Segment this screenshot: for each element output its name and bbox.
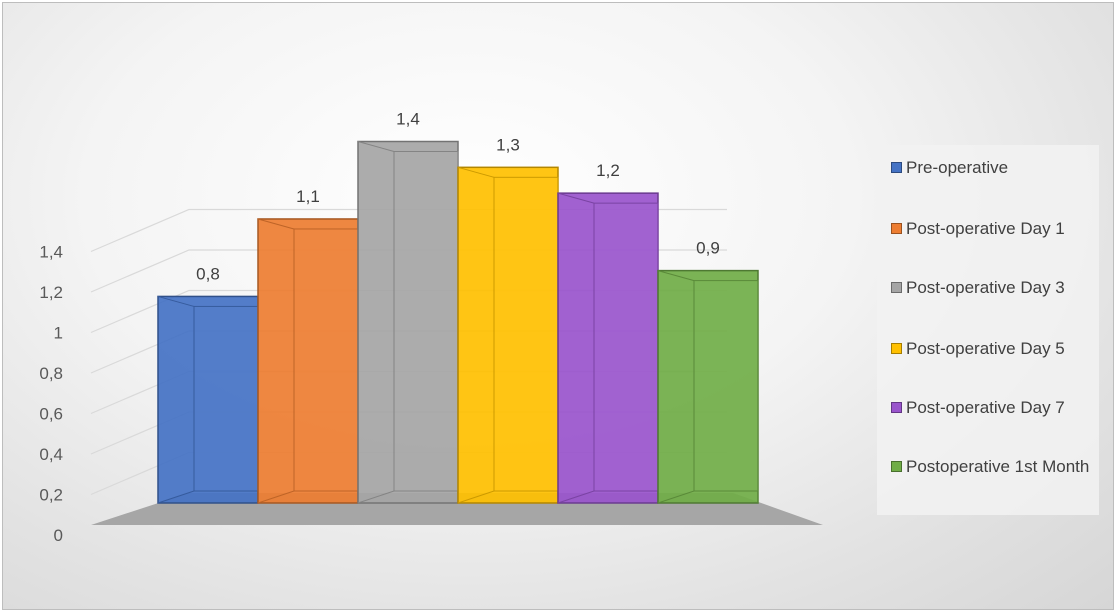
- bar-inner: [593, 202, 659, 492]
- legend-swatch: [891, 343, 902, 354]
- legend-swatch: [891, 461, 902, 472]
- legend-item: Post-operative Day 1: [891, 218, 1095, 240]
- legend-swatch: [891, 282, 902, 293]
- bar: [557, 192, 659, 504]
- bar-edge: [557, 490, 595, 504]
- legend-swatch: [891, 402, 902, 413]
- bar-inner: [393, 151, 459, 492]
- bar-edge: [657, 270, 695, 282]
- y-tick-label: 0: [54, 526, 63, 545]
- y-axis: 0 0,2 0,4 0,6 0,8 1 1,2 1,4: [39, 243, 63, 546]
- legend-item: Postoperative 1st Month: [891, 456, 1095, 478]
- y-tick-label: 0,8: [39, 364, 63, 383]
- bar-inner: [193, 305, 259, 492]
- legend-label: Post-operative Day 3: [906, 278, 1065, 297]
- bar: [357, 140, 459, 504]
- legend-item: Post-operative Day 3: [891, 277, 1095, 299]
- bar-edge: [257, 218, 295, 230]
- data-label: 0,9: [696, 239, 720, 258]
- bar-inner: [693, 280, 759, 492]
- legend-label: Post-operative Day 7: [906, 398, 1065, 417]
- bar-edge: [557, 192, 595, 204]
- legend-swatch: [891, 223, 902, 234]
- data-labels: 0,8 1,1 1,4 1,3 1,2 0,9: [196, 110, 720, 284]
- y-tick-label: 1,2: [39, 283, 63, 302]
- bar-edge: [257, 490, 295, 504]
- legend-label: Pre-operative: [906, 158, 1009, 177]
- y-tick-label: 0,6: [39, 405, 63, 424]
- legend-label: Postoperative 1st Month: [906, 457, 1090, 476]
- y-tick-label: 0,4: [39, 445, 63, 464]
- bar-inner: [493, 176, 559, 492]
- data-label: 1,1: [296, 187, 320, 206]
- legend-label: Post-operative Day 5: [906, 339, 1065, 358]
- y-tick-label: 1: [54, 324, 63, 343]
- bar-edge: [657, 490, 695, 504]
- bar: [457, 166, 559, 504]
- data-label: 0,8: [196, 264, 220, 283]
- bar-edge: [157, 490, 195, 504]
- bar: [257, 218, 359, 504]
- legend-item: Pre-operative: [891, 157, 1095, 179]
- bar-edge: [457, 490, 495, 504]
- data-label: 1,2: [596, 161, 620, 180]
- bar-edge: [457, 166, 495, 178]
- chart-plot: 0 0,2 0,4 0,6 0,8 1 1,2 1,4 0,8 1,1 1,4 1,3 1,2 0,9: [39, 110, 823, 546]
- bar: [657, 269, 759, 504]
- bars: [157, 140, 759, 504]
- bar-edge: [357, 490, 395, 504]
- y-tick-label: 0,2: [39, 486, 63, 505]
- bar-inner: [293, 228, 359, 492]
- data-label: 1,3: [496, 135, 520, 154]
- legend-label: Post-operative Day 1: [906, 219, 1065, 238]
- bar-edge: [157, 295, 195, 307]
- legend: Pre-operative Post-operative Day 1 Post-op…: [877, 145, 1099, 515]
- legend-item: Post-operative Day 5: [891, 338, 1095, 360]
- data-label: 1,4: [396, 110, 420, 129]
- legend-item: Post-operative Day 7: [891, 397, 1095, 419]
- bar-edge: [357, 141, 395, 152]
- bar: [157, 295, 259, 504]
- y-tick-label: 1,4: [39, 243, 63, 262]
- legend-swatch: [891, 162, 902, 173]
